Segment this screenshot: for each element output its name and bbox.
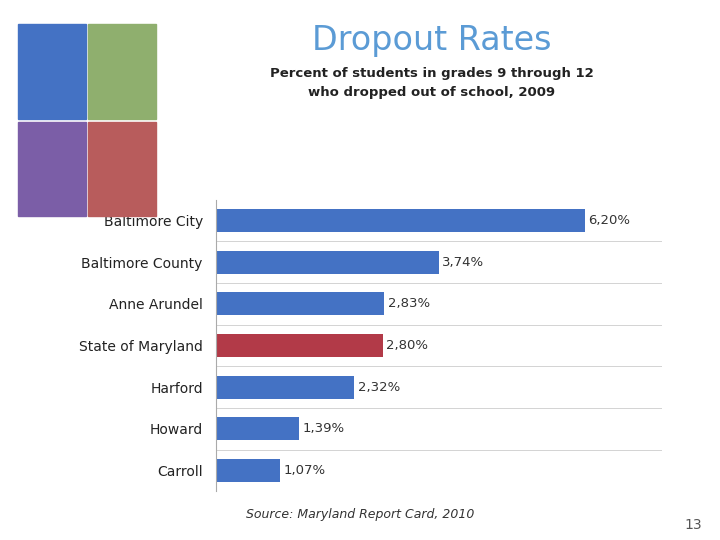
- Text: 1,07%: 1,07%: [283, 464, 325, 477]
- Text: 6,20%: 6,20%: [588, 214, 631, 227]
- Text: 3,74%: 3,74%: [442, 256, 485, 269]
- Text: 2,80%: 2,80%: [386, 339, 428, 352]
- Bar: [216, 459, 279, 482]
- Text: Dropout Rates: Dropout Rates: [312, 24, 552, 57]
- Text: 2,32%: 2,32%: [358, 381, 400, 394]
- Bar: [216, 417, 299, 441]
- Text: Source: Maryland Report Card, 2010: Source: Maryland Report Card, 2010: [246, 508, 474, 521]
- Text: Percent of students in grades 9 through 12: Percent of students in grades 9 through …: [270, 68, 594, 80]
- Bar: [216, 334, 382, 357]
- Text: 1,39%: 1,39%: [302, 422, 344, 435]
- Bar: [216, 251, 438, 274]
- Bar: [216, 293, 384, 315]
- Bar: [216, 376, 354, 399]
- Bar: [216, 209, 585, 232]
- Text: who dropped out of school, 2009: who dropped out of school, 2009: [308, 86, 556, 99]
- Text: 13: 13: [685, 518, 702, 532]
- Text: 2,83%: 2,83%: [388, 298, 430, 310]
